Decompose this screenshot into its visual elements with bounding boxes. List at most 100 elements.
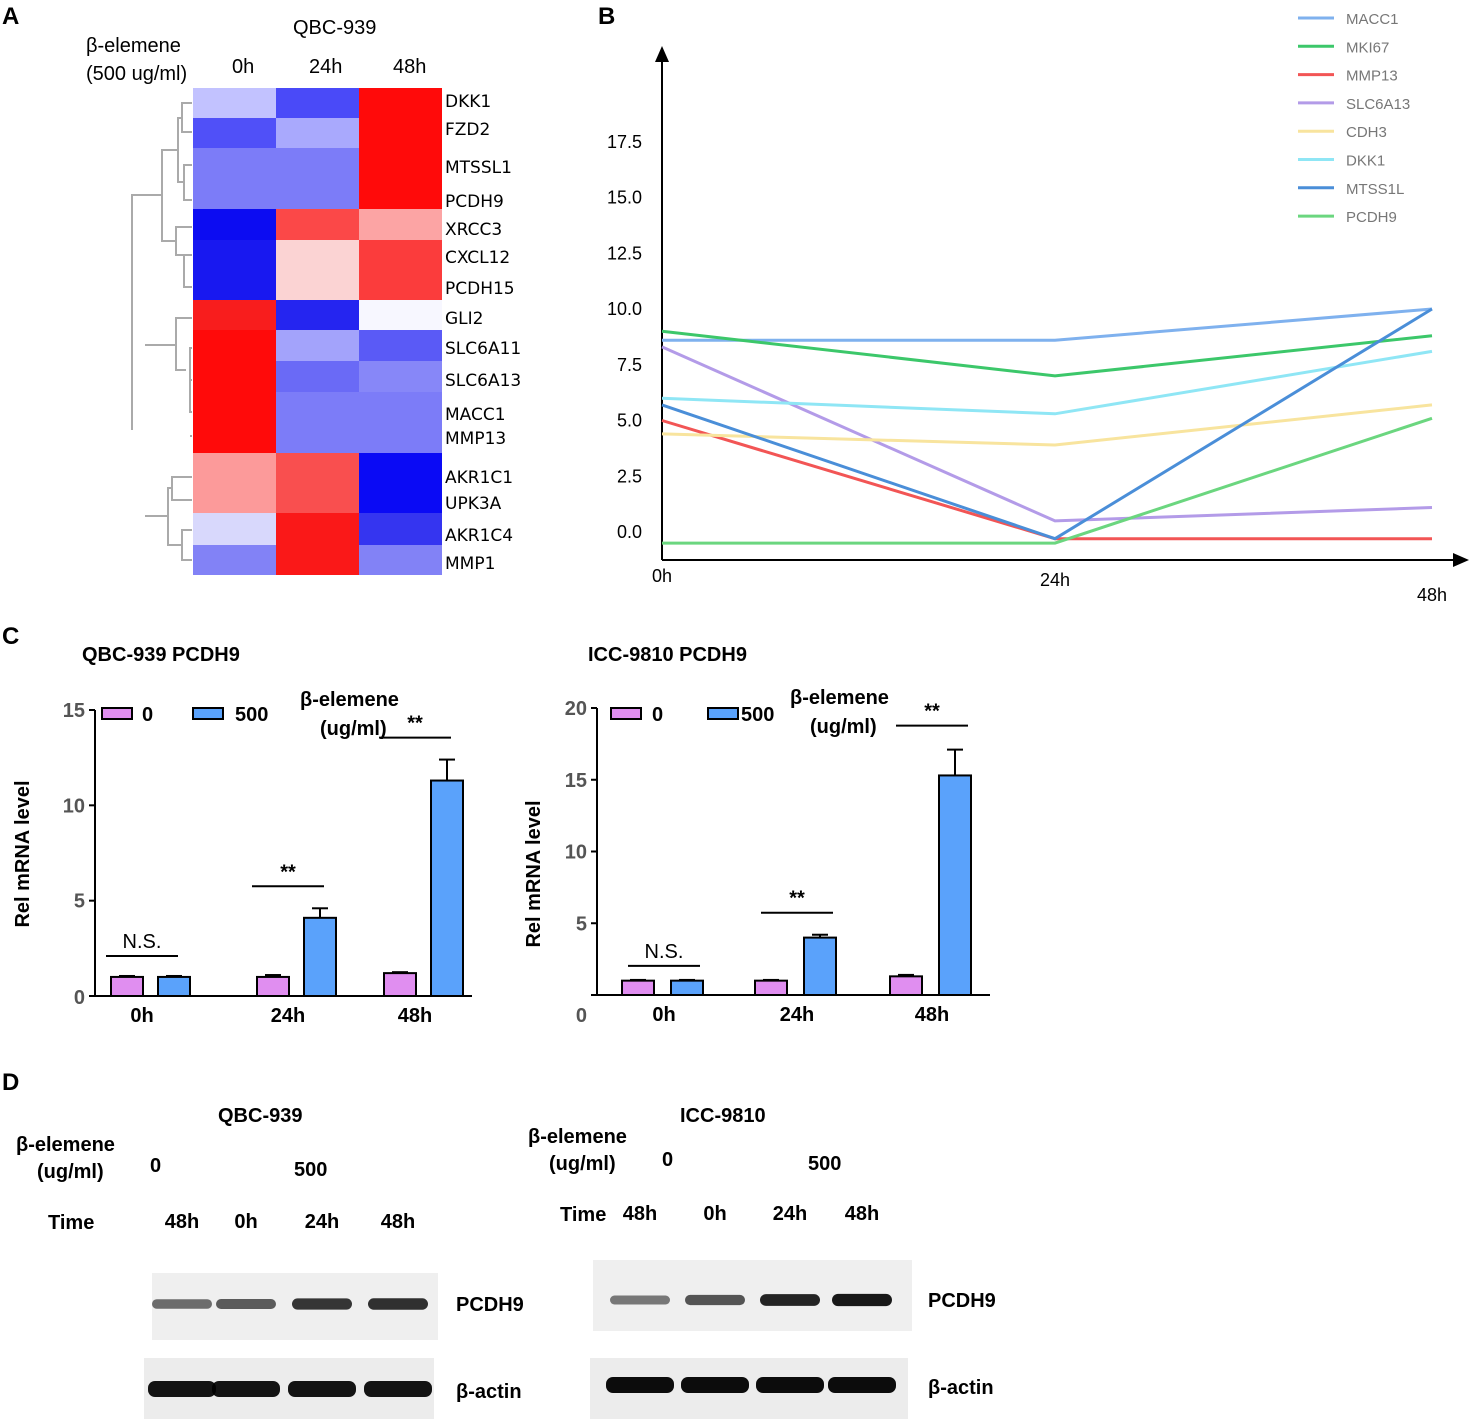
heatmap-cell bbox=[276, 240, 359, 300]
heatmap-cell bbox=[359, 545, 442, 575]
heatmap-gene-label: MMP1 bbox=[445, 554, 495, 574]
legend-label: DKK1 bbox=[1346, 153, 1385, 170]
significance-label: ** bbox=[789, 888, 805, 910]
actin-band bbox=[212, 1381, 280, 1397]
bar-y-axis-label: Rel mRNA level bbox=[523, 800, 545, 947]
bar-x-tick-label: 24h bbox=[780, 1004, 814, 1026]
blot-lane-time: 48h bbox=[381, 1211, 415, 1233]
line-series-cdh3 bbox=[661, 403, 1433, 447]
bar-y-tick-label: 10 bbox=[565, 842, 587, 864]
heatmap-cell bbox=[359, 361, 442, 392]
line-series-slc6a13 bbox=[661, 345, 1433, 523]
band-label-pcdh9: PCDH9 bbox=[928, 1290, 996, 1312]
bar-48h-dose-500 bbox=[430, 779, 464, 998]
heatmap-cell bbox=[193, 453, 276, 513]
blot-lane-time: 0h bbox=[234, 1211, 257, 1233]
bar-chart-title: ICC-9810 PCDH9 bbox=[588, 644, 747, 666]
heatmap-cell bbox=[276, 88, 359, 118]
bar-0h-dose-500 bbox=[157, 975, 191, 998]
bar-y-tick-label: 15 bbox=[63, 700, 85, 722]
band-label-actin: β-actin bbox=[456, 1381, 522, 1403]
legend-label: SLC6A13 bbox=[1346, 96, 1410, 113]
heatmap-gene-label: MACC1 bbox=[445, 405, 506, 425]
heatmap-cell bbox=[193, 209, 276, 240]
heatmap-cell bbox=[276, 118, 359, 148]
dendrogram bbox=[131, 102, 192, 561]
legend-label: MTSS1L bbox=[1346, 181, 1404, 198]
bar-x-tick-label: 0h bbox=[652, 1004, 675, 1026]
bar-legend-swatch bbox=[192, 707, 224, 720]
x-axis-arrow-icon bbox=[1453, 553, 1469, 567]
heatmap-treatment-label: β-elemene bbox=[86, 35, 181, 57]
heatmap-title: QBC-939 bbox=[293, 17, 376, 39]
band-label-actin: β-actin bbox=[928, 1377, 994, 1399]
line-series-mtss1l bbox=[661, 307, 1433, 541]
heatmap-gene-label: DKK1 bbox=[445, 92, 491, 112]
heatmap-col-48h: 48h bbox=[393, 56, 426, 78]
blot-dose-0: 0 bbox=[662, 1149, 673, 1171]
bar-legend-label: 500 bbox=[235, 704, 268, 726]
heatmap-cell bbox=[359, 392, 442, 453]
bar-y-tick-label: 5 bbox=[74, 891, 85, 913]
blot-lane-time: 24h bbox=[305, 1211, 339, 1233]
heatmap-cell bbox=[276, 361, 359, 392]
heatmap-cell bbox=[359, 118, 442, 148]
panel-letter-b: B bbox=[598, 3, 615, 30]
blot-dose-500: 500 bbox=[294, 1159, 327, 1181]
bar-24h-dose-500 bbox=[803, 936, 837, 996]
heatmap-cell bbox=[193, 513, 276, 545]
legend-label: PCDH9 bbox=[1346, 209, 1397, 226]
actin-band bbox=[828, 1377, 896, 1393]
heatmap-gene-label: SLC6A11 bbox=[445, 339, 521, 359]
blot-title: ICC-9810 bbox=[680, 1105, 766, 1127]
heatmap-gene-label: XRCC3 bbox=[445, 220, 502, 240]
y-axis-arrow-icon bbox=[655, 46, 669, 62]
significance-label: ** bbox=[924, 701, 940, 723]
bar-y-tick-label: 20 bbox=[565, 698, 587, 720]
line-y-tick-label: 15.0 bbox=[607, 188, 642, 208]
blot-time-label: Time bbox=[48, 1212, 94, 1234]
heatmap-cell bbox=[193, 148, 276, 209]
blot-lane-time: 48h bbox=[165, 1211, 199, 1233]
line-x-tick-label: 48h bbox=[1417, 585, 1447, 605]
actin-band bbox=[756, 1377, 824, 1393]
bar-24h-dose-0 bbox=[754, 979, 788, 997]
line-y-tick-label: 2.5 bbox=[617, 466, 642, 486]
bar-legend-label: 0 bbox=[142, 704, 153, 726]
bar-legend-title: β-elemene bbox=[300, 689, 399, 711]
heatmap-gene-label: SLC6A13 bbox=[445, 371, 521, 391]
line-series-macc1 bbox=[662, 307, 1433, 342]
significance-label: N.S. bbox=[645, 941, 684, 963]
band-label-pcdh9: PCDH9 bbox=[456, 1294, 524, 1316]
significance-label: ** bbox=[280, 861, 296, 883]
heatmap-cell bbox=[359, 330, 442, 361]
bar-chart-icc9810: ICC-9810 PCDH9 Rel mRNA level 0 5 10 15 20 0h N.… bbox=[523, 644, 990, 1027]
line-y-tick-label: 12.5 bbox=[607, 243, 642, 263]
heatmap-gene-label: CXCL12 bbox=[445, 248, 510, 268]
line-x-tick-label: 0h bbox=[652, 566, 672, 586]
bar-y-tick-label: 15 bbox=[565, 770, 587, 792]
heatmap-cell bbox=[193, 361, 276, 392]
heatmap-cell bbox=[359, 300, 442, 330]
bar-y-tick-label: 0 bbox=[576, 1005, 587, 1027]
bar-x-tick-label: 0h bbox=[130, 1005, 153, 1027]
bar-y-tick-label: 0 bbox=[74, 987, 85, 1009]
blot-lane-time: 48h bbox=[845, 1203, 879, 1225]
blot-dose-0: 0 bbox=[150, 1155, 161, 1177]
bar-24h-dose-500 bbox=[303, 916, 337, 997]
heatmap-cell bbox=[193, 240, 276, 300]
panel-letter-a: A bbox=[2, 3, 19, 30]
legend-label: CDH3 bbox=[1346, 124, 1387, 141]
pcdh9-band bbox=[368, 1298, 428, 1310]
bar-chart-title: QBC-939 PCDH9 bbox=[82, 644, 240, 666]
actin-band bbox=[606, 1377, 674, 1393]
bar-0h-dose-0 bbox=[110, 975, 144, 998]
line-y-tick-label: 5.0 bbox=[617, 411, 642, 431]
bar-0h-dose-0 bbox=[621, 979, 655, 997]
heatmap-cell bbox=[276, 453, 359, 513]
pcdh9-band bbox=[610, 1295, 670, 1305]
pcdh9-band bbox=[760, 1294, 820, 1306]
blot-treatment-label: β-elemene bbox=[528, 1126, 627, 1148]
heatmap-cell bbox=[359, 88, 442, 118]
bar-0h-dose-500 bbox=[670, 979, 704, 997]
